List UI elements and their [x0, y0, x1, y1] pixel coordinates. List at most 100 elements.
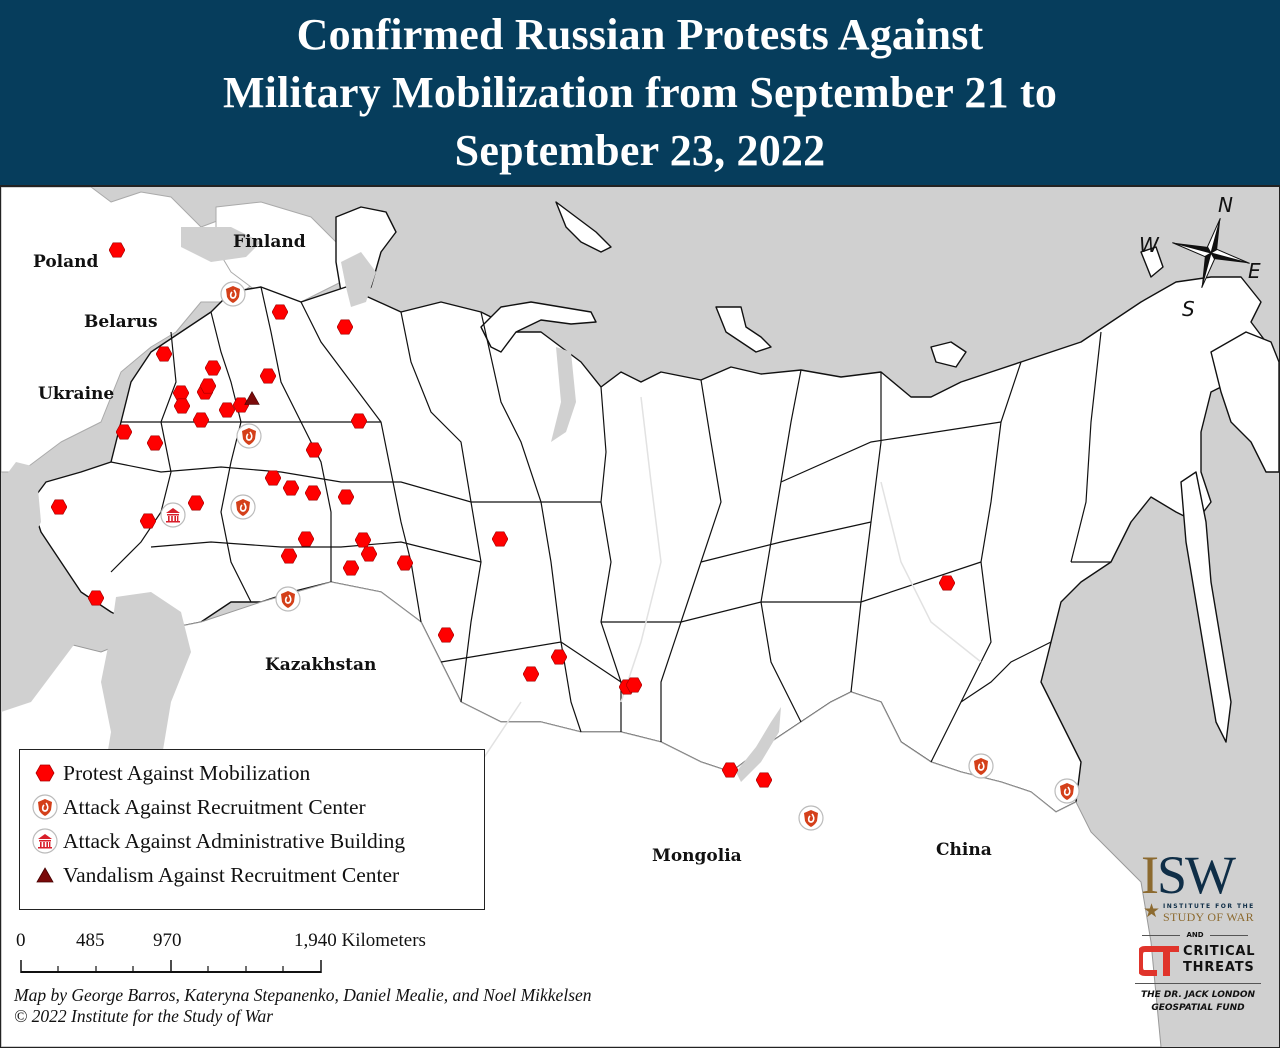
legend-item-attack-recruitment: Attack Against Recruitment Center [20, 792, 366, 822]
map-frame: Poland Finland Belarus Ukraine Kazakhsta… [0, 185, 1280, 1048]
protest-marker-icon [938, 575, 956, 591]
protest-marker-icon [264, 470, 282, 486]
label-finland: Finland [233, 232, 306, 252]
compass-w: W [1139, 233, 1160, 257]
protest-marker-icon [305, 442, 323, 458]
attack-recruitment-shield-icon [32, 794, 58, 820]
attack-recruitment-marker-icon [1054, 778, 1080, 804]
protest-marker-icon [304, 485, 322, 501]
protest-marker-icon [550, 649, 568, 665]
protest-marker-icon [625, 677, 643, 693]
protest-marker-icon [139, 513, 157, 529]
protest-marker-icon [297, 531, 315, 547]
attack-recruitment-marker-icon [230, 494, 256, 520]
protest-marker-icon [187, 495, 205, 511]
isw-logo-sw: SW [1156, 845, 1236, 905]
logo-and: AND [1135, 931, 1255, 939]
critical-threats-text: CRITICAL THREATS [1183, 944, 1255, 976]
geospatial-fund-text: THE DR. JACK LONDON GEOSPATIAL FUND [1135, 989, 1261, 1015]
attack-recruitment-marker-icon [220, 281, 246, 307]
title-line-2: Military Mobilization from September 21 … [222, 68, 1058, 117]
attack-admin-building-icon [32, 828, 58, 854]
title-line-3: September 23, 2022 [454, 126, 826, 175]
attack-recruitment-marker-icon [236, 423, 262, 449]
star-icon: ★ [1143, 900, 1161, 922]
protest-marker-icon [337, 489, 355, 505]
legend-item-attack-admin: Attack Against Administrative Building [20, 826, 405, 856]
legend-label: Vandalism Against Recruitment Center [63, 862, 400, 887]
protest-marker-icon [280, 548, 298, 564]
fund-line-1: THE DR. JACK LONDON [1140, 990, 1256, 1000]
protest-marker-icon [50, 499, 68, 515]
compass-s: S [1182, 297, 1195, 320]
legend-label: Attack Against Recruitment Center [63, 794, 366, 819]
protest-marker-icon [218, 402, 236, 418]
protest-marker-icon [271, 304, 289, 320]
protest-marker-icon [173, 398, 191, 414]
protest-marker-icon [87, 590, 105, 606]
scale-tick-1940: 1,940 Kilometers [294, 930, 426, 951]
protest-marker-icon [396, 555, 414, 571]
protest-marker-icon [155, 346, 173, 362]
label-kazakhstan: Kazakhstan [265, 655, 377, 675]
protest-marker-icon [522, 666, 540, 682]
scale-tick-485: 485 [76, 930, 105, 951]
protest-hexagon-icon [35, 764, 55, 782]
compass-rose-icon: N W E S [1139, 193, 1261, 320]
divider [1135, 983, 1261, 984]
legend-label: Protest Against Mobilization [63, 760, 311, 785]
ct-line-2: THREATS [1183, 960, 1255, 975]
critical-threats-logo-icon [1139, 946, 1179, 976]
label-ukraine: Ukraine [38, 384, 115, 404]
scale-bar: 0 485 970 1,940 Kilometers [14, 930, 484, 975]
land-masses [1, 187, 1279, 813]
vandalism-marker-icon [244, 390, 260, 406]
label-belarus: Belarus [84, 312, 158, 332]
compass-e: E [1248, 259, 1261, 283]
regional-borders [110, 286, 1111, 763]
scale-bar-graphic [20, 960, 322, 973]
protest-marker-icon [232, 397, 250, 413]
protest-marker-icon [204, 360, 222, 376]
legend-item-protest: Protest Against Mobilization [20, 758, 310, 788]
label-mongolia: Mongolia [652, 846, 742, 866]
compass-n: N [1218, 193, 1233, 217]
protest-marker-icon [342, 560, 360, 576]
isw-subtitle-2: STUDY OF WAR [1163, 910, 1254, 924]
isw-logo: ISW [1141, 845, 1236, 905]
title-bar: Confirmed Russian Protests Against Milit… [0, 0, 1280, 185]
legend-label: Attack Against Administrative Building [63, 828, 406, 853]
legend-item-vandalism: Vandalism Against Recruitment Center [20, 860, 399, 890]
attack-recruitment-marker-icon [798, 805, 824, 831]
ct-line-1: CRITICAL [1183, 944, 1256, 959]
protest-marker-icon [755, 772, 773, 788]
protest-marker-icon [437, 627, 455, 643]
fund-line-2: GEOSPATIAL FUND [1151, 1003, 1245, 1013]
attack-admin-marker-icon [160, 502, 186, 528]
attack-recruitment-marker-icon [275, 586, 301, 612]
credit-copyright: © 2022 Institute for the Study of War [14, 1006, 274, 1026]
protest-marker-icon [108, 242, 126, 258]
protest-marker-icon [282, 480, 300, 496]
protest-marker-icon [491, 531, 509, 547]
protest-marker-icon [360, 546, 378, 562]
protest-marker-icon [192, 412, 210, 428]
protest-marker-icon [146, 435, 164, 451]
protest-marker-icon [259, 368, 277, 384]
credit-authors: Map by George Barros, Kateryna Stepanenk… [14, 985, 592, 1005]
protest-marker-icon [115, 424, 133, 440]
isw-subtitle-1: INSTITUTE FOR THE [1163, 903, 1255, 910]
protest-marker-icon [721, 762, 739, 778]
protest-marker-icon [336, 319, 354, 335]
logos-block: ISW ★ INSTITUTE FOR THE STUDY OF WAR AND… [1135, 845, 1270, 1045]
map-title: Confirmed Russian Protests Against Milit… [0, 6, 1280, 180]
label-china: China [936, 840, 992, 860]
protest-marker-icon [199, 378, 217, 394]
attack-recruitment-marker-icon [968, 753, 994, 779]
legend: Protest Against Mobilization Attack Agai… [19, 749, 485, 910]
basemap [1, 187, 1279, 1047]
label-poland: Poland [33, 252, 99, 272]
scale-tick-970: 970 [153, 930, 182, 951]
vandalism-triangle-icon [36, 867, 54, 883]
title-line-1: Confirmed Russian Protests Against [296, 10, 984, 59]
